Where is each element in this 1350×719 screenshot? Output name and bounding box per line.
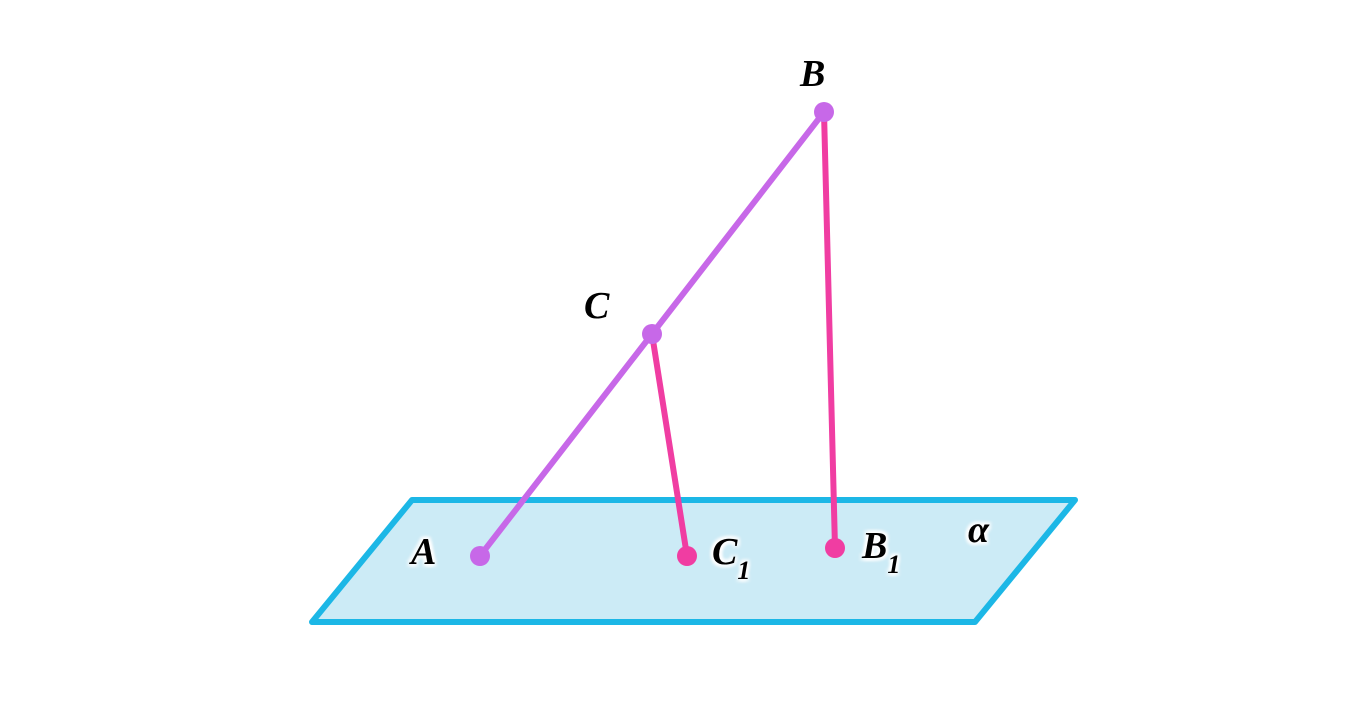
line-B-B1 [824, 112, 835, 548]
point-B1 [825, 538, 845, 558]
point-A [470, 546, 490, 566]
point-B [814, 102, 834, 122]
label-B1-text: B [862, 525, 887, 567]
label-C: C [584, 284, 609, 328]
label-B-text: B [800, 53, 825, 95]
diagram-svg [0, 0, 1350, 719]
label-C1-sub: 1 [737, 556, 750, 585]
label-A-text: A [411, 531, 436, 573]
label-B: B [800, 52, 825, 96]
geometry-diagram: ABCC1B1α [0, 0, 1350, 719]
point-C1 [677, 546, 697, 566]
label-A: A [411, 530, 436, 574]
label-C1: C1 [712, 530, 750, 580]
label-B1-sub: 1 [887, 550, 900, 579]
label-C1-text: C [712, 531, 737, 573]
label-C-text: C [584, 285, 609, 327]
label-B1: B1 [862, 524, 900, 574]
label-plane-alpha: α [968, 508, 989, 552]
point-C [642, 324, 662, 344]
